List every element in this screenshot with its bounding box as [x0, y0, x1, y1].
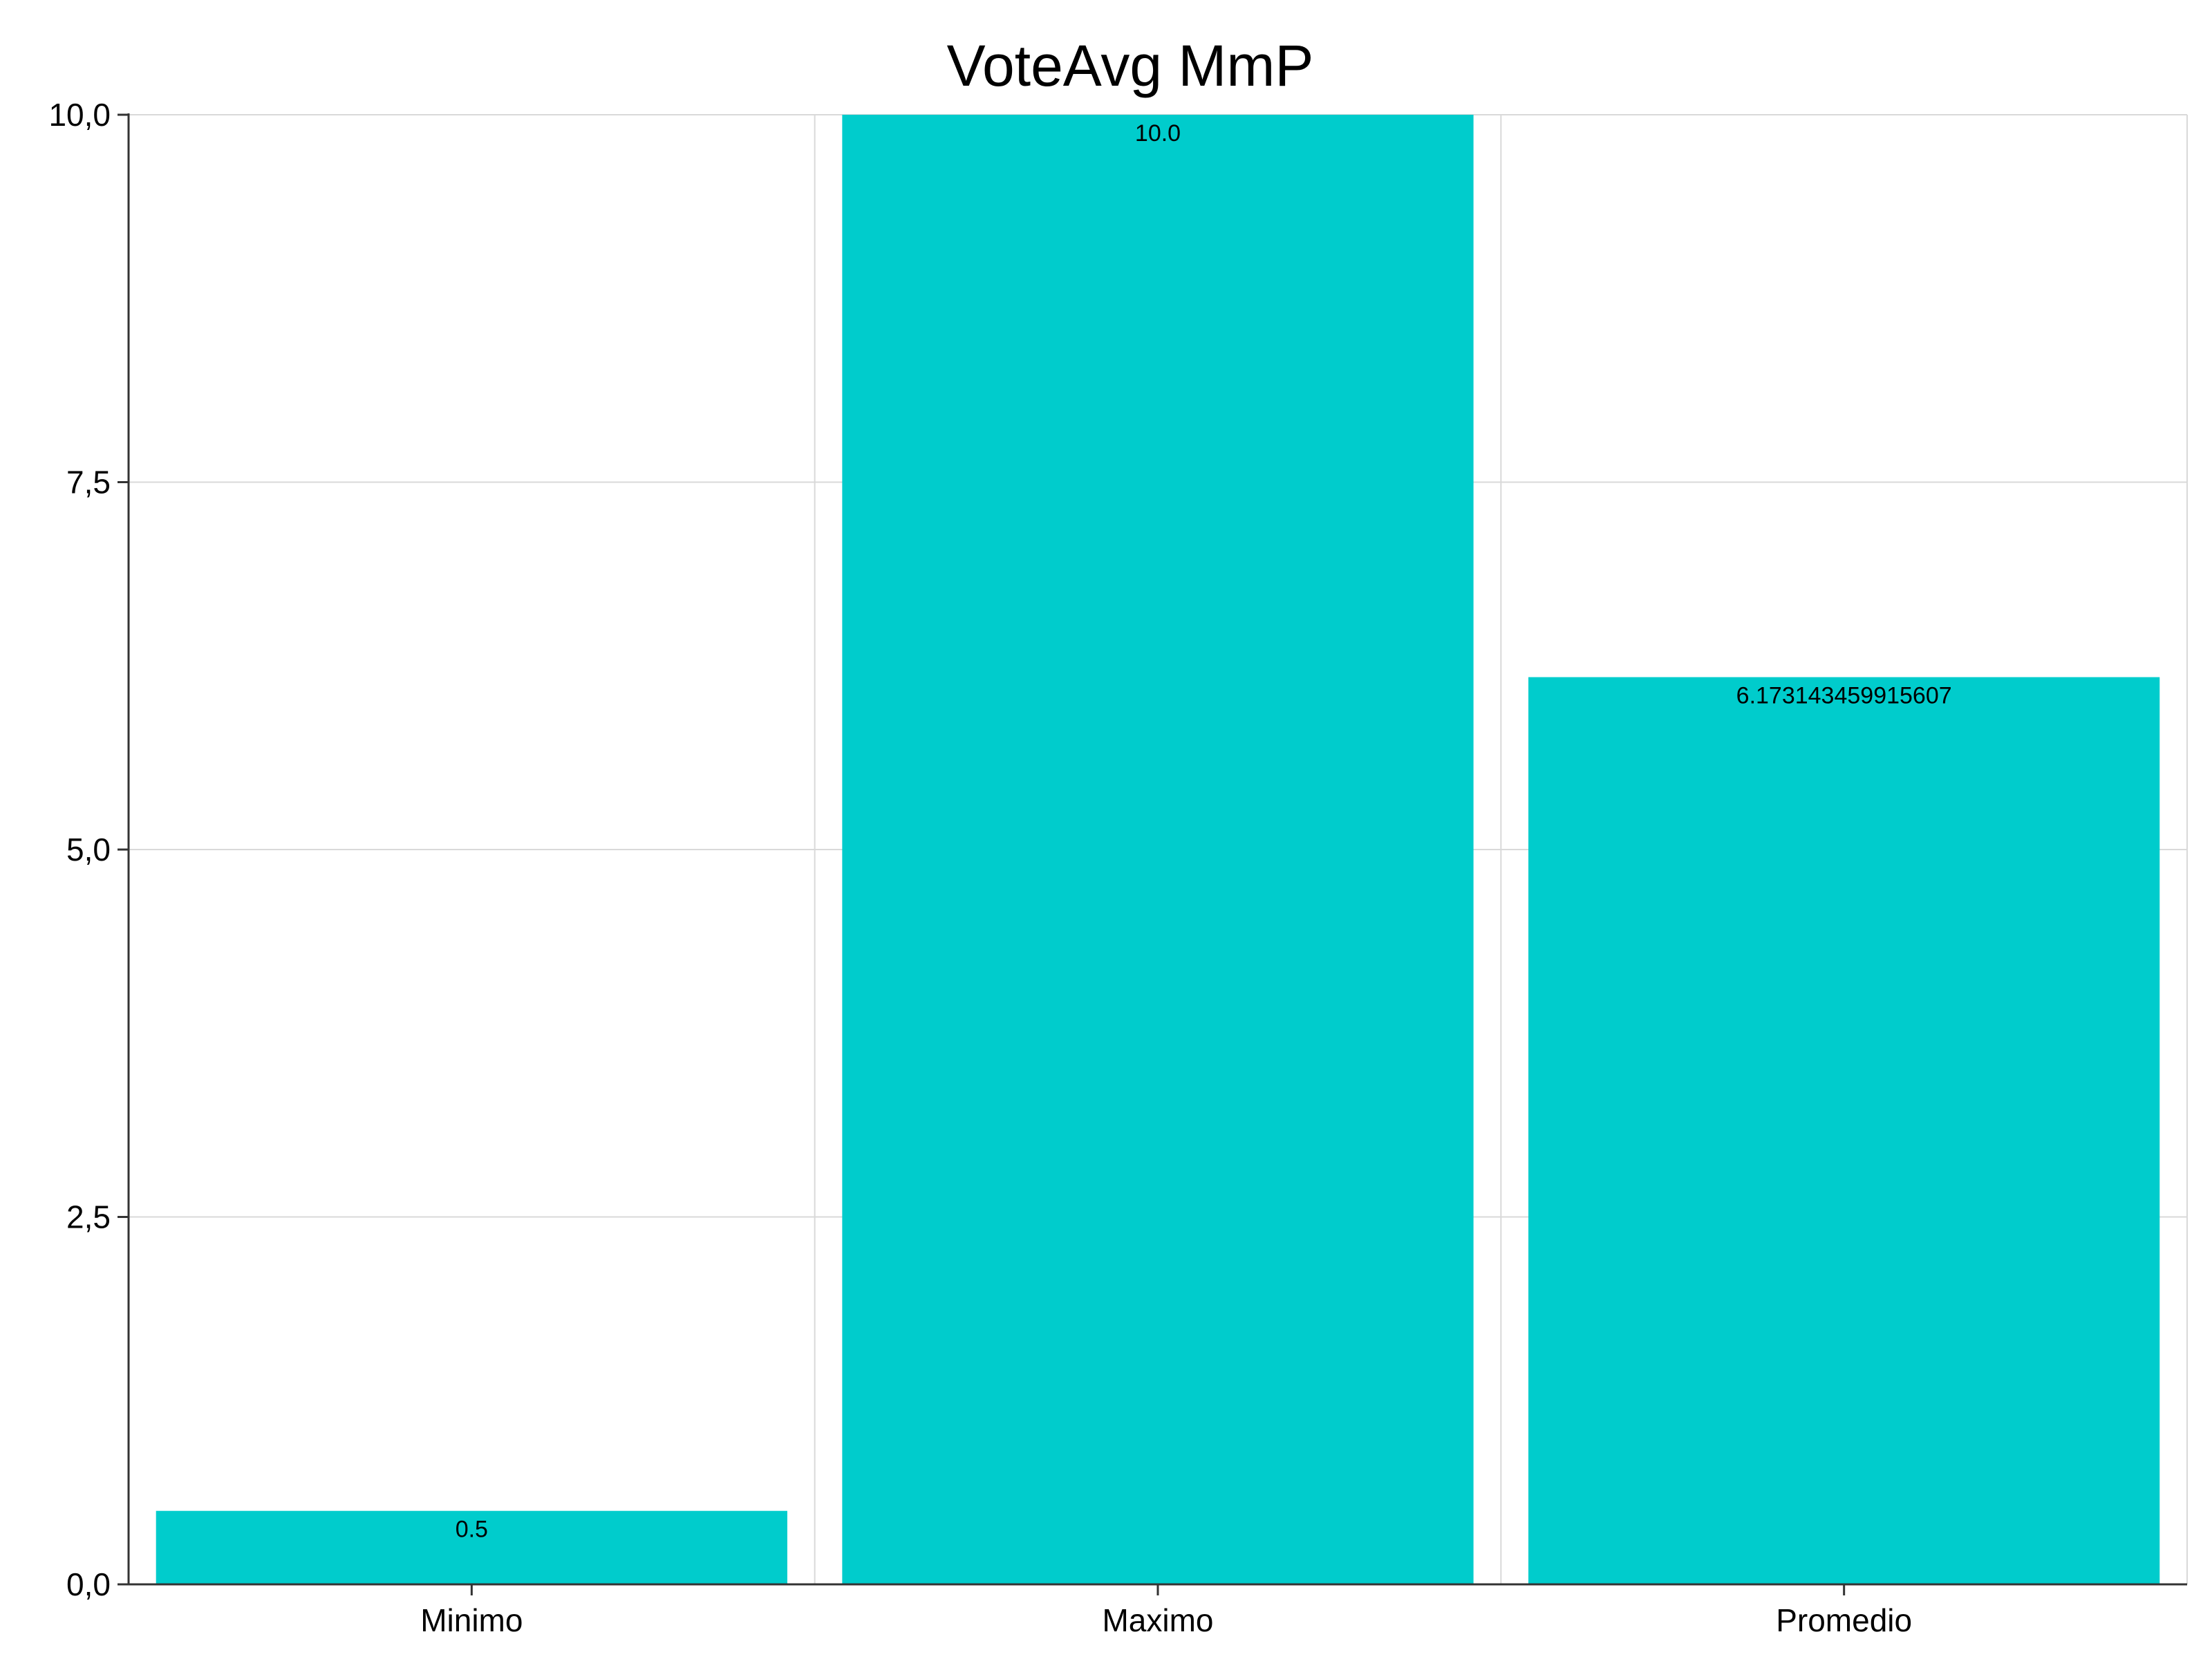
y-tick-label: 2,5: [66, 1199, 111, 1235]
bar-value-label: 6.173143459915607: [1736, 683, 1952, 709]
chart-title: VoteAvg MmP: [947, 33, 1314, 98]
x-tick-label: Minimo: [420, 1602, 523, 1638]
y-tick-label: 0,0: [66, 1566, 111, 1602]
x-tick-label: Promedio: [1776, 1602, 1912, 1638]
x-tick-label: Maximo: [1102, 1602, 1213, 1638]
axis-layer: [118, 113, 2187, 1595]
bar: [842, 115, 1474, 1584]
y-tick-label: 7,5: [66, 465, 111, 500]
label-layer: 0,0 2,5 5,0 7,5 10,0 0.5 Minimo 10.0 Maximo 6.173…: [48, 97, 1951, 1638]
bar-value-label: 0.5: [456, 1517, 488, 1543]
y-tick-label: 10,0: [48, 97, 111, 133]
bar-layer: [156, 115, 2160, 1584]
bar: [1528, 677, 2160, 1584]
bar: [156, 1510, 787, 1584]
y-tick-label: 5,0: [66, 832, 111, 868]
bar-value-label: 10.0: [1135, 120, 1181, 147]
